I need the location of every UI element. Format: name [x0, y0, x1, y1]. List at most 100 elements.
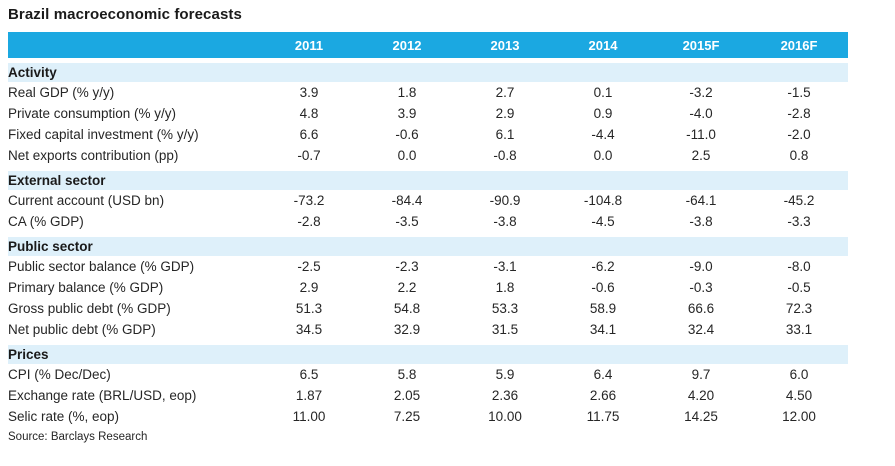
cell-value: 3.9: [299, 85, 319, 100]
cell-value: 6.1: [495, 127, 515, 142]
section-header-public-sector: Public sector: [8, 237, 848, 256]
cell-value: 4.20: [687, 388, 715, 403]
table-row: Gross public debt (% GDP) 51.3 54.8 53.3 58.…: [8, 298, 848, 319]
cell-value: 10.00: [488, 409, 522, 424]
table-row: CA (% GDP) -2.8 -3.5 -3.8 -4.5 -3.8 -3.3: [8, 211, 848, 232]
cell-value: 32.9: [393, 322, 421, 337]
cell-value: 7.25: [393, 409, 421, 424]
year-column-header: 2011: [294, 37, 324, 53]
cell-value: -73.2: [293, 193, 325, 208]
cell-value: 51.3: [295, 301, 323, 316]
cell-value: -0.6: [591, 280, 615, 295]
table-row: Selic rate (%, eop) 11.00 7.25 10.00 11.75 14…: [8, 406, 848, 427]
table-row: Fixed capital investment (% y/y) 6.6 -0.6 6…: [8, 124, 848, 145]
cell-value: -0.7: [297, 148, 321, 163]
cell-value: 0.0: [593, 148, 613, 163]
cell-value: 2.9: [495, 106, 515, 121]
row-label: Selic rate (%, eop): [8, 409, 120, 424]
section-title: External sector: [8, 173, 106, 188]
cell-value: 3.9: [397, 106, 417, 121]
section-header-prices: Prices: [8, 345, 848, 364]
table-row: Private consumption (% y/y) 4.8 3.9 2.9 0.9 -…: [8, 103, 848, 124]
table-row: Exchange rate (BRL/USD, eop) 1.87 2.05 2.36…: [8, 385, 848, 406]
cell-value: 34.1: [589, 322, 617, 337]
section-title: Activity: [8, 65, 57, 80]
cell-value: 4.50: [785, 388, 813, 403]
cell-value: -2.8: [787, 106, 811, 121]
section-title: Public sector: [8, 239, 93, 254]
row-label: CPI (% Dec/Dec): [8, 367, 111, 382]
row-label: Current account (USD bn): [8, 193, 165, 208]
year-column-header: 2014: [588, 37, 618, 53]
cell-value: 0.9: [593, 106, 613, 121]
cell-value: 2.9: [299, 280, 319, 295]
cell-value: -0.8: [493, 148, 517, 163]
cell-value: -4.4: [591, 127, 615, 142]
cell-value: 5.8: [397, 367, 417, 382]
table-row: Public sector balance (% GDP) -2.5 -2.3 -3.…: [8, 256, 848, 277]
cell-value: 2.2: [397, 280, 417, 295]
year-column-header: 2016F: [780, 37, 818, 53]
table-row: CPI (% Dec/Dec) 6.5 5.8 5.9 6.4 9.7 6.0: [8, 364, 848, 385]
cell-value: 0.8: [789, 148, 809, 163]
table-row: Net public debt (% GDP) 34.5 32.9 31.5 34.1 3…: [8, 319, 848, 340]
row-label: Real GDP (% y/y): [8, 85, 115, 100]
cell-value: 6.5: [299, 367, 319, 382]
cell-value: 2.36: [491, 388, 519, 403]
cell-value: -0.5: [787, 280, 811, 295]
row-label: Public sector balance (% GDP): [8, 259, 195, 274]
cell-value: -8.0: [787, 259, 811, 274]
page-title: Brazil macroeconomic forecasts: [8, 6, 242, 23]
forecast-table: 2011 2012 2013 2014 2015F 2016F Activity Real …: [8, 32, 848, 427]
section-header-activity: Activity: [8, 63, 848, 82]
cell-value: 2.05: [393, 388, 421, 403]
row-label: Net public debt (% GDP): [8, 322, 156, 337]
cell-value: 31.5: [491, 322, 519, 337]
cell-value: -3.1: [493, 259, 517, 274]
cell-value: 66.6: [687, 301, 715, 316]
cell-value: 54.8: [393, 301, 421, 316]
cell-value: 6.6: [299, 127, 319, 142]
cell-value: -9.0: [689, 259, 713, 274]
cell-value: -2.3: [395, 259, 419, 274]
table-row: Primary balance (% GDP) 2.9 2.2 1.8 -0.6 -0.3…: [8, 277, 848, 298]
cell-value: 2.5: [691, 148, 711, 163]
cell-value: 32.4: [687, 322, 715, 337]
row-label: CA (% GDP): [8, 214, 84, 229]
cell-value: 5.9: [495, 367, 515, 382]
table-row: Real GDP (% y/y) 3.9 1.8 2.7 0.1 -3.2 -1.5: [8, 82, 848, 103]
cell-value: -90.9: [489, 193, 521, 208]
cell-value: 0.1: [593, 85, 613, 100]
cell-value: 9.7: [691, 367, 711, 382]
cell-value: 4.8: [299, 106, 319, 121]
cell-value: 53.3: [491, 301, 519, 316]
section-header-external-sector: External sector: [8, 171, 848, 190]
table-row: Current account (USD bn) -73.2 -84.4 -90.9 -…: [8, 190, 848, 211]
cell-value: 1.8: [397, 85, 417, 100]
cell-value: -3.3: [787, 214, 811, 229]
row-label: Gross public debt (% GDP): [8, 301, 171, 316]
row-label: Net exports contribution (pp): [8, 148, 179, 163]
cell-value: 2.66: [589, 388, 617, 403]
cell-value: -1.5: [787, 85, 811, 100]
cell-value: 11.00: [292, 409, 326, 424]
cell-value: -6.2: [591, 259, 615, 274]
cell-value: -4.5: [591, 214, 615, 229]
row-label: Private consumption (% y/y): [8, 106, 177, 121]
cell-value: 0.0: [397, 148, 417, 163]
cell-value: 1.87: [295, 388, 323, 403]
cell-value: -2.0: [787, 127, 811, 142]
cell-value: 14.25: [684, 409, 718, 424]
cell-value: -45.2: [783, 193, 815, 208]
year-column-header: 2012: [392, 37, 422, 53]
table-header-row: 2011 2012 2013 2014 2015F 2016F: [8, 32, 848, 58]
cell-value: 12.00: [782, 409, 816, 424]
cell-value: -3.8: [689, 214, 713, 229]
cell-value: 33.1: [785, 322, 813, 337]
cell-value: -2.8: [297, 214, 321, 229]
year-column-header: 2015F: [682, 37, 720, 53]
cell-value: 6.0: [789, 367, 809, 382]
table-body: Activity Real GDP (% y/y) 3.9 1.8 2.7 0.1 -3.2…: [8, 63, 848, 427]
year-column-header: 2013: [490, 37, 520, 53]
cell-value: -4.0: [689, 106, 713, 121]
